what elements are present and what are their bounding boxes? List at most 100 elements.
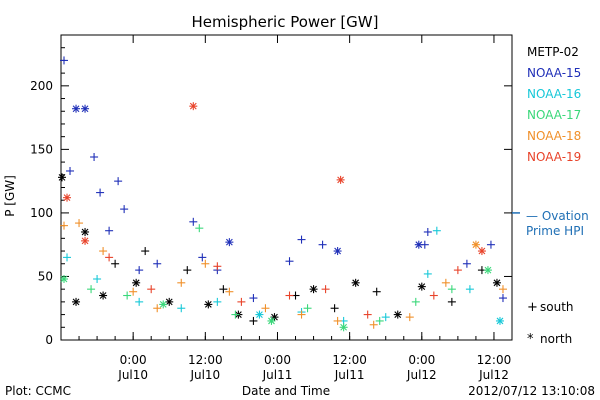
series-legend: METP-02 NOAA-15 NOAA-16 NOAA-17 NOAA-18 NOAA-… bbox=[527, 45, 581, 164]
data-point bbox=[330, 304, 339, 313]
reference-line-legend: — Ovation Prime HPI bbox=[526, 209, 589, 238]
data-point bbox=[477, 247, 486, 256]
data-point bbox=[372, 287, 381, 296]
data-point bbox=[447, 297, 456, 306]
plot-frame bbox=[60, 34, 513, 341]
plot-credit: Plot: CCMC bbox=[5, 384, 71, 398]
x-tick-date-label: Jul10 bbox=[189, 368, 220, 382]
data-point bbox=[432, 226, 441, 235]
data-point bbox=[213, 262, 222, 271]
data-point bbox=[96, 188, 105, 197]
x-tick-time-label: 0:00 bbox=[408, 353, 435, 367]
data-point bbox=[417, 282, 426, 291]
data-point bbox=[58, 173, 67, 182]
data-point bbox=[261, 304, 270, 313]
legend-entry: NOAA-18 bbox=[527, 129, 581, 143]
reference-label-line2: Prime HPI bbox=[526, 224, 584, 238]
data-point bbox=[423, 269, 432, 278]
data-point bbox=[498, 294, 507, 303]
data-point bbox=[87, 285, 96, 294]
data-point bbox=[63, 193, 72, 202]
data-point bbox=[165, 297, 174, 306]
data-point bbox=[195, 224, 204, 233]
data-point bbox=[72, 297, 81, 306]
x-tick-date-label: Jul12 bbox=[478, 368, 509, 382]
reference-label-line1: — Ovation bbox=[526, 209, 589, 223]
data-point bbox=[297, 310, 306, 319]
data-point bbox=[486, 240, 495, 249]
data-point bbox=[321, 285, 330, 294]
data-point bbox=[498, 285, 507, 294]
data-point bbox=[231, 310, 240, 319]
data-point bbox=[81, 236, 90, 245]
x-tick-date-label: Jul10 bbox=[117, 368, 148, 382]
marker-legend-north-label: north bbox=[540, 332, 572, 346]
data-point bbox=[147, 285, 156, 294]
data-point bbox=[132, 278, 141, 287]
x-axis-ticks: 0:00Jul1012:00Jul100:00Jul1112:00Jul110:… bbox=[78, 35, 512, 382]
data-point bbox=[492, 278, 501, 287]
data-point bbox=[411, 297, 420, 306]
data-point bbox=[369, 320, 378, 329]
data-point bbox=[393, 310, 402, 319]
data-point bbox=[111, 259, 120, 268]
y-tick-label: 200 bbox=[30, 79, 53, 93]
data-point bbox=[135, 266, 144, 275]
data-point bbox=[60, 275, 69, 283]
marker-legend-south-label: south bbox=[540, 300, 574, 314]
data-point bbox=[225, 287, 234, 296]
x-tick-time-label: 0:00 bbox=[264, 353, 291, 367]
data-point bbox=[267, 316, 276, 325]
data-point bbox=[333, 316, 342, 325]
data-point bbox=[405, 313, 414, 322]
x-tick-time-label: 12:00 bbox=[188, 353, 223, 367]
data-point bbox=[141, 247, 150, 256]
marker-legend-north-symbol: * bbox=[527, 332, 534, 347]
data-point bbox=[201, 259, 210, 268]
marker-legend: + south * north bbox=[527, 300, 574, 347]
y-tick-label: 0 bbox=[45, 333, 53, 347]
y-tick-label: 50 bbox=[38, 269, 53, 283]
data-point bbox=[339, 323, 348, 332]
y-tick-label: 150 bbox=[30, 142, 53, 156]
data-point bbox=[249, 316, 258, 325]
data-points bbox=[58, 56, 507, 332]
x-tick-date-label: Jul12 bbox=[406, 368, 437, 382]
data-point bbox=[453, 266, 462, 275]
legend-entry: NOAA-19 bbox=[527, 150, 581, 164]
data-point bbox=[333, 247, 342, 256]
data-point bbox=[63, 253, 72, 262]
data-point bbox=[153, 304, 162, 313]
data-point bbox=[420, 240, 429, 249]
data-point bbox=[159, 300, 168, 309]
x-axis-label: Date and Time bbox=[242, 384, 330, 398]
y-axis-ticks: 0 50 100 150 200 bbox=[30, 47, 520, 347]
data-point bbox=[123, 291, 132, 300]
data-point bbox=[237, 297, 246, 306]
data-point bbox=[120, 205, 129, 214]
data-point bbox=[471, 240, 480, 249]
data-point bbox=[153, 259, 162, 268]
data-point bbox=[375, 316, 384, 325]
x-tick-time-label: 12:00 bbox=[477, 353, 512, 367]
x-tick-date-label: Jul11 bbox=[262, 368, 293, 382]
data-point bbox=[93, 275, 102, 283]
legend-entry: NOAA-15 bbox=[527, 66, 581, 80]
data-point bbox=[429, 291, 438, 300]
y-tick-label: 100 bbox=[30, 206, 53, 220]
legend-entry: NOAA-16 bbox=[527, 87, 581, 101]
data-point bbox=[189, 102, 198, 111]
data-point bbox=[285, 291, 294, 300]
data-point bbox=[447, 285, 456, 294]
data-point bbox=[90, 153, 99, 161]
data-point bbox=[219, 285, 228, 294]
data-point bbox=[465, 285, 474, 294]
data-point bbox=[441, 278, 450, 287]
marker-legend-south-symbol: + bbox=[527, 300, 538, 315]
data-point bbox=[462, 259, 471, 268]
data-point bbox=[483, 266, 492, 275]
legend-entry: METP-02 bbox=[527, 45, 579, 59]
data-point bbox=[81, 227, 90, 236]
data-point bbox=[135, 297, 144, 306]
